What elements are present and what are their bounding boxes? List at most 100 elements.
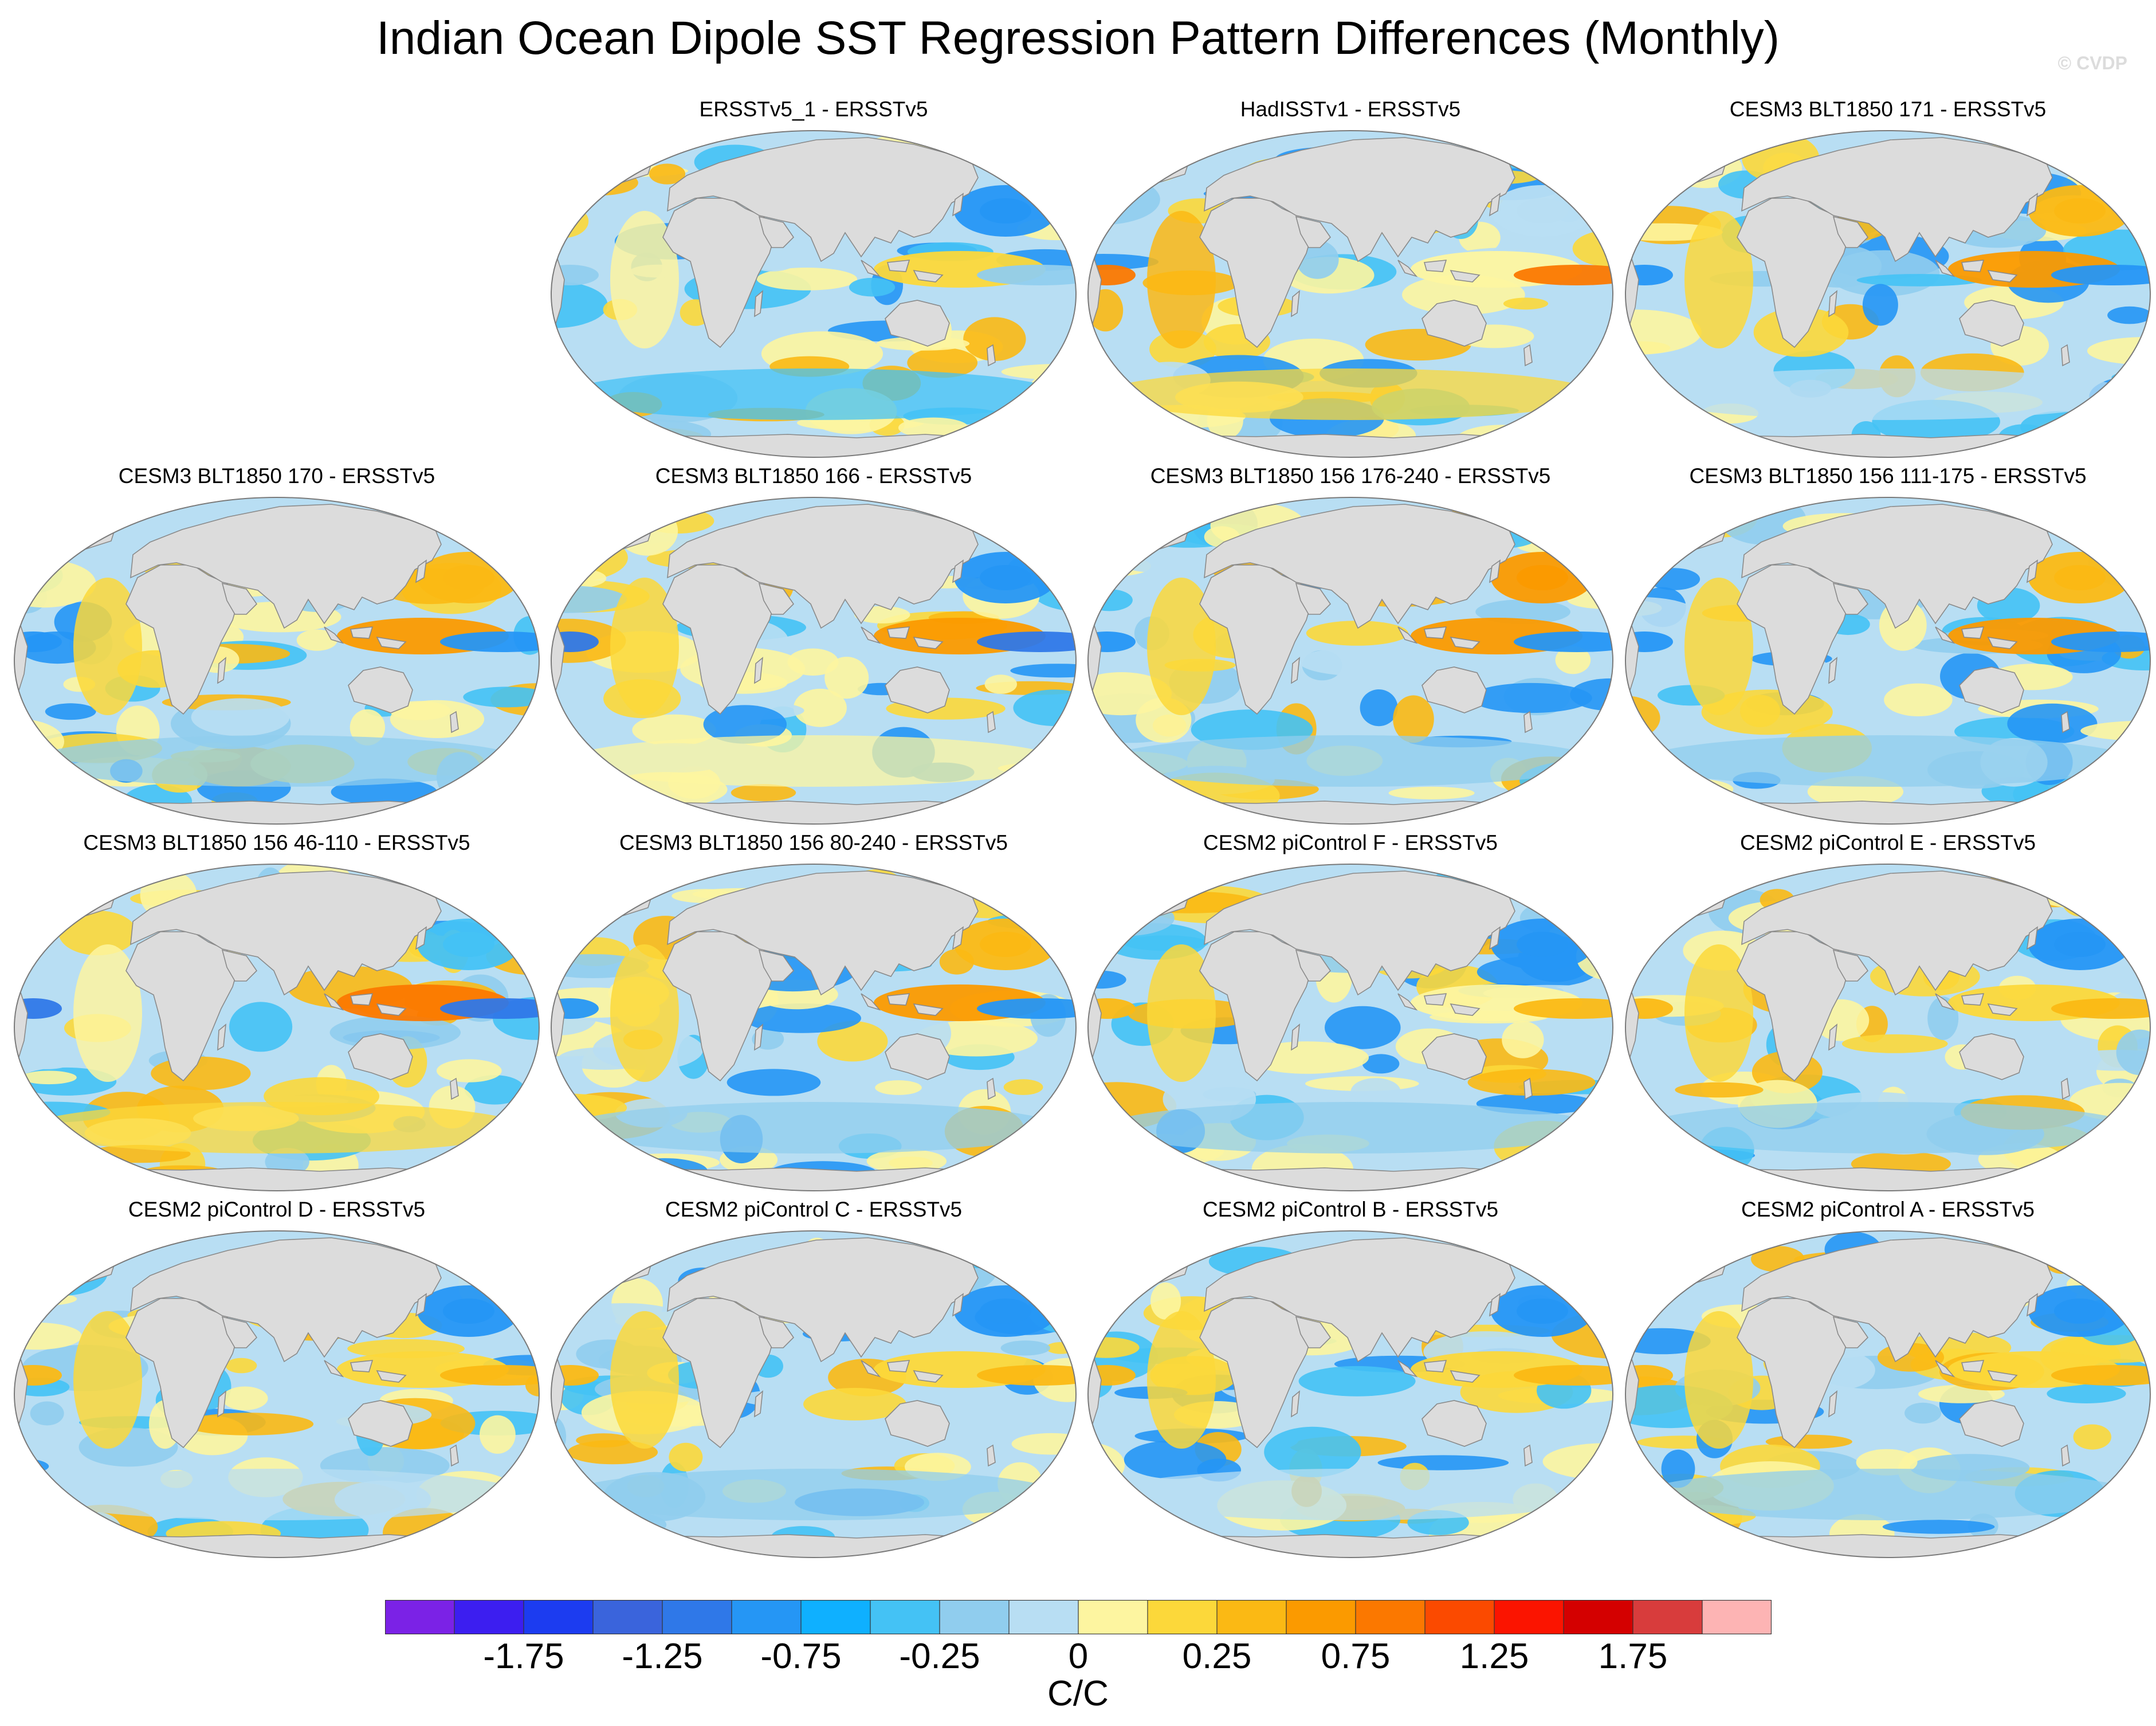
panel-title: CESM2 piControl A - ERSSTv5 xyxy=(1741,1198,2035,1221)
panel-title: CESM3 BLT1850 166 - ERSSTv5 xyxy=(655,464,972,488)
colorbar-swatch xyxy=(593,1600,663,1634)
map-outline xyxy=(551,497,1077,825)
colorbar-tick-label: -1.75 xyxy=(483,1637,564,1676)
colorbar-swatch xyxy=(1564,1600,1633,1634)
sst-field xyxy=(551,131,1076,457)
panel-title: ERSSTv5_1 - ERSSTv5 xyxy=(699,97,928,121)
map-panel: CESM2 piControl E - ERSSTv5 xyxy=(1621,830,2154,1197)
map-panel: CESM2 piControl D - ERSSTv5 xyxy=(10,1197,543,1563)
panel-title: CESM3 BLT1850 170 - ERSSTv5 xyxy=(118,464,435,488)
panel-title: CESM3 BLT1850 171 - ERSSTv5 xyxy=(1729,97,2047,121)
colorbar-swatches xyxy=(385,1600,1772,1634)
colorbar-swatch xyxy=(1702,1600,1772,1634)
map-panel: ERSSTv5_1 - ERSSTv5 xyxy=(547,96,1080,463)
colorbar xyxy=(385,1600,1772,1634)
world-map xyxy=(1625,497,2151,825)
colorbar-tick-label: 1.25 xyxy=(1459,1637,1529,1676)
map-panel: CESM3 BLT1850 156 111-175 - ERSSTv5 xyxy=(1621,463,2154,830)
world-map xyxy=(1087,1230,1613,1558)
panel-title: HadISSTv1 - ERSSTv5 xyxy=(1240,97,1461,121)
panel-title: CESM2 piControl D - ERSSTv5 xyxy=(128,1198,426,1221)
colorbar-tick-label: 1.75 xyxy=(1598,1637,1668,1676)
panel-title: CESM3 BLT1850 156 176-240 - ERSSTv5 xyxy=(1150,464,1551,488)
colorbar-units: C/C xyxy=(1047,1674,1109,1713)
map-panel: CESM3 BLT1850 156 46-110 - ERSSTv5 xyxy=(10,830,543,1197)
world-map xyxy=(1625,1230,2151,1558)
world-map xyxy=(1087,864,1613,1191)
colorbar-swatch xyxy=(1217,1600,1287,1634)
sst-field xyxy=(14,497,539,824)
map-panel: CESM3 BLT1850 156 176-240 - ERSSTv5 xyxy=(1084,463,1617,830)
panel-title: CESM2 piControl C - ERSSTv5 xyxy=(665,1198,963,1221)
figure-title: Indian Ocean Dipole SST Regression Patte… xyxy=(376,12,1780,64)
panel-title: CESM2 piControl E - ERSSTv5 xyxy=(1739,831,2036,854)
colorbar-swatch xyxy=(1494,1600,1564,1634)
sst-field xyxy=(1088,131,1613,457)
colorbar-tick-label: 0.25 xyxy=(1182,1637,1252,1676)
sst-field xyxy=(551,1231,1076,1558)
map-panel: CESM2 piControl C - ERSSTv5 xyxy=(547,1197,1080,1563)
sst-field xyxy=(551,864,1076,1191)
sst-field xyxy=(1625,1231,2150,1558)
colorbar-tick-label: -1.25 xyxy=(622,1637,703,1676)
world-map xyxy=(1625,864,2151,1191)
map-outline xyxy=(551,1230,1077,1558)
map-outline xyxy=(1625,130,2151,458)
sst-field xyxy=(1625,864,2150,1191)
panel-title: CESM2 piControl B - ERSSTv5 xyxy=(1202,1198,1499,1221)
sst-field xyxy=(551,497,1076,824)
map-outline xyxy=(1625,497,2151,825)
map-outline xyxy=(1625,864,2151,1191)
panel-title: CESM2 piControl F - ERSSTv5 xyxy=(1203,831,1498,854)
map-outline xyxy=(1087,130,1613,458)
colorbar-swatch xyxy=(454,1600,524,1634)
colorbar-swatch xyxy=(1078,1600,1148,1634)
map-panel: CESM2 piControl A - ERSSTv5 xyxy=(1621,1197,2154,1563)
sst-field xyxy=(1625,131,2150,457)
sst-field xyxy=(14,864,539,1191)
colorbar-swatch xyxy=(1148,1600,1218,1634)
world-map xyxy=(1087,130,1613,458)
world-map xyxy=(551,1230,1077,1558)
map-outline xyxy=(1625,1230,2151,1558)
world-map xyxy=(551,497,1077,825)
world-map xyxy=(1625,130,2151,458)
colorbar-tick-label: 0.75 xyxy=(1321,1637,1391,1676)
map-panel: CESM3 BLT1850 166 - ERSSTv5 xyxy=(547,463,1080,830)
colorbar-swatch xyxy=(870,1600,940,1634)
colorbar-swatch xyxy=(1425,1600,1495,1634)
colorbar-tick-label: -0.25 xyxy=(899,1637,980,1676)
sst-field xyxy=(1088,1231,1613,1558)
world-map xyxy=(14,497,540,825)
world-map xyxy=(1087,497,1613,825)
colorbar-swatch xyxy=(1009,1600,1079,1634)
colorbar-swatch xyxy=(524,1600,594,1634)
colorbar-swatch xyxy=(732,1600,802,1634)
colorbar-swatch xyxy=(662,1600,732,1634)
map-panel: CESM3 BLT1850 171 - ERSSTv5 xyxy=(1621,96,2154,463)
sst-field xyxy=(1625,497,2150,824)
map-outline xyxy=(14,864,540,1191)
panel-title: CESM3 BLT1850 156 111-175 - ERSSTv5 xyxy=(1689,464,2087,488)
map-outline xyxy=(551,130,1077,458)
world-map xyxy=(14,864,540,1191)
panel-title: CESM3 BLT1850 156 80-240 - ERSSTv5 xyxy=(619,831,1008,854)
map-panel: CESM3 BLT1850 156 80-240 - ERSSTv5 xyxy=(547,830,1080,1197)
colorbar-swatch xyxy=(1286,1600,1356,1634)
panel-title: CESM3 BLT1850 156 46-110 - ERSSTv5 xyxy=(83,831,470,854)
map-outline xyxy=(1087,497,1613,825)
map-outline xyxy=(14,497,540,825)
world-map xyxy=(14,1230,540,1558)
watermark: © CVDP xyxy=(2057,53,2127,73)
map-panel: CESM2 piControl B - ERSSTv5 xyxy=(1084,1197,1617,1563)
map-panel: HadISSTv1 - ERSSTv5 xyxy=(1084,96,1617,463)
colorbar-tick-label: 0 xyxy=(1068,1637,1089,1676)
map-panel: CESM3 BLT1850 170 - ERSSTv5 xyxy=(10,463,543,830)
colorbar-swatch xyxy=(1356,1600,1425,1634)
map-outline xyxy=(14,1230,540,1558)
sst-field xyxy=(1088,497,1613,824)
colorbar-swatch xyxy=(940,1600,1010,1634)
colorbar-swatch xyxy=(801,1600,871,1634)
sst-field xyxy=(14,1231,539,1558)
sst-field xyxy=(1088,864,1613,1191)
